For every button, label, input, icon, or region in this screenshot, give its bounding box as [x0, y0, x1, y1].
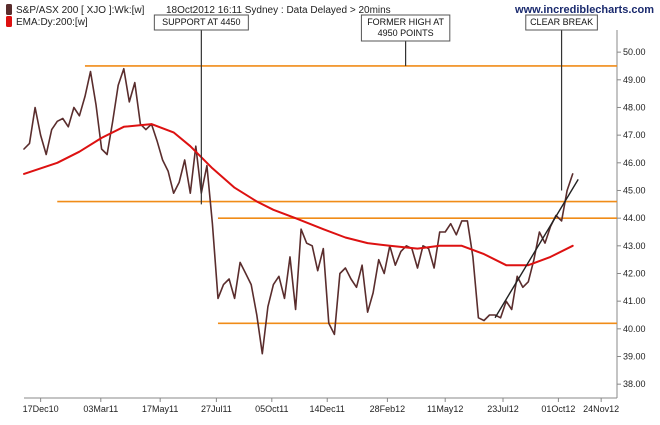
annotation-label-1-1: 4950 POINTS — [378, 28, 434, 38]
x-tick-label-5: 14Dec11 — [310, 404, 345, 414]
annotation-box-2 — [525, 14, 598, 31]
brand-logo-text[interactable]: www.incrediblecharts.com — [514, 4, 654, 16]
x-axis: 17Dec10 03Mar11 17May11 27Jul11 05Oct11 14Dec… — [23, 398, 619, 414]
x-tick-label-9: 01Oct12 — [541, 404, 575, 414]
annotation-label-1-0: FORMER HIGH AT — [367, 17, 444, 27]
annotation-label-2-0: CLEAR BREAK — [530, 17, 593, 27]
x-tick-label-2: 17May11 — [142, 404, 178, 414]
x-tick-label-3: 27Jul11 — [201, 404, 232, 414]
trendline — [494, 179, 579, 319]
ema-series-line — [23, 123, 574, 267]
y-axis: 38.00 39.00 40.00 41.00 42.00 43.00 44.00 45.00… — [617, 47, 646, 389]
y-tick-label-1: 39.00 — [623, 351, 646, 361]
level-lines — [57, 65, 617, 325]
status-text: 18Oct2012 16:11 Sydney : Data Delayed > … — [166, 5, 391, 16]
ema-legend-swatch — [6, 16, 12, 27]
ema-legend-label: EMA:Dy:200:[w] — [16, 17, 88, 28]
x-tick-label-4: 05Oct11 — [255, 404, 288, 414]
x-tick-label-8: 23Jul12 — [487, 404, 519, 414]
y-tick-label-4: 42.00 — [623, 268, 646, 278]
annotation-box-1 — [360, 14, 451, 42]
y-tick-label-2: 40.00 — [623, 324, 646, 334]
annotation-box-0 — [153, 14, 249, 31]
x-tick-label-0: 17Dec10 — [23, 404, 59, 414]
y-tick-label-6: 44.00 — [623, 213, 646, 223]
annotation-label-0-0: SUPPORT AT 4450 — [162, 17, 240, 27]
x-tick-label-10: 24Nov12 — [583, 404, 619, 414]
y-tick-label-9: 47.00 — [623, 130, 646, 140]
y-tick-label-7: 45.00 — [623, 185, 646, 195]
header: S&P/ASX 200 [ XJO ]:Wk:[w] 18Oct2012 16:… — [6, 4, 654, 28]
x-tick-label-1: 03Mar11 — [83, 404, 118, 414]
y-tick-label-3: 41.00 — [623, 296, 646, 306]
y-tick-label-12: 50.00 — [623, 47, 646, 57]
plot-frame — [24, 30, 618, 399]
y-tick-label-0: 38.00 — [623, 379, 646, 389]
x-tick-label-7: 11May12 — [427, 404, 463, 414]
price-legend-swatch — [6, 4, 12, 15]
x-tick-label-6: 28Feb12 — [370, 404, 406, 414]
series-layer — [23, 67, 579, 355]
y-tick-label-11: 49.00 — [623, 75, 646, 85]
price-legend-label: S&P/ASX 200 [ XJO ]:Wk:[w] — [16, 5, 145, 16]
y-tick-label-5: 43.00 — [623, 241, 646, 251]
y-tick-label-10: 48.00 — [623, 102, 646, 112]
price-series-line — [23, 67, 574, 355]
y-tick-label-8: 46.00 — [623, 158, 646, 168]
